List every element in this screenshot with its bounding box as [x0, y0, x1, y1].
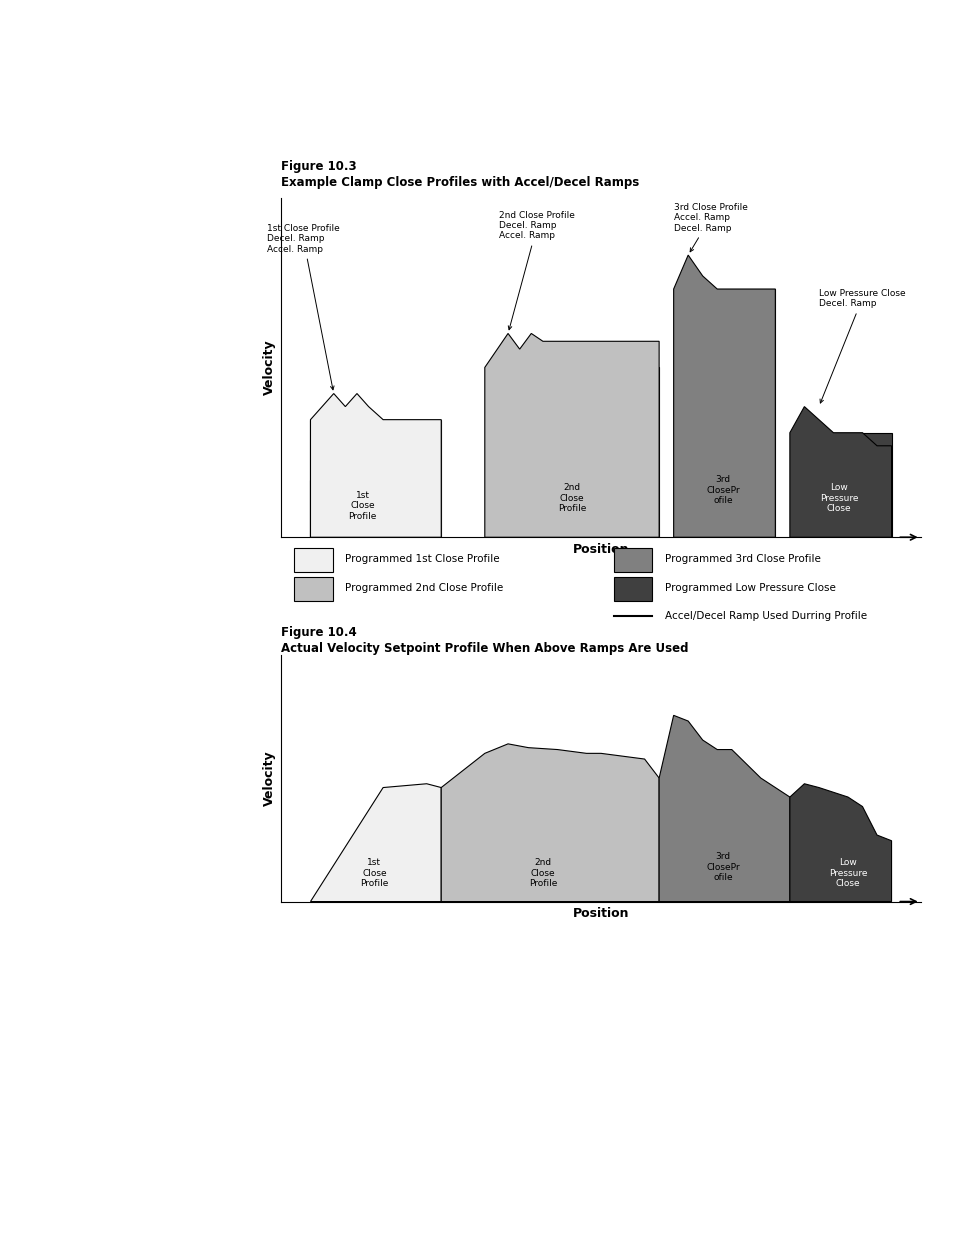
Text: Programmed 2nd Close Profile: Programmed 2nd Close Profile [345, 583, 503, 593]
Text: 3rd
ClosePr
ofile: 3rd ClosePr ofile [705, 852, 740, 882]
Bar [310, 479, 354, 537]
Y-axis label: Velocity: Velocity [263, 750, 275, 806]
Polygon shape [789, 784, 891, 902]
Polygon shape [659, 715, 789, 902]
Text: Tune Your Machine: Tune Your Machine [38, 54, 148, 68]
Text: 1st
Close
Profile: 1st Close Profile [348, 492, 376, 521]
Text: 1st Close Profile
Decel. Ramp
Accel. Ramp: 1st Close Profile Decel. Ramp Accel. Ram… [267, 224, 339, 390]
Text: Programmed Low Pressure Close: Programmed Low Pressure Close [664, 583, 835, 593]
Text: 2nd
Close
Profile: 2nd Close Profile [558, 483, 585, 513]
Text: Actual Velocity Setpoint Profile When Above Ramps Are Used: Actual Velocity Setpoint Profile When Ab… [281, 642, 688, 655]
Text: Low
Pressure
Close: Low Pressure Close [828, 858, 866, 888]
Bar [294, 548, 333, 572]
Text: 3rd
ClosePr
ofile: 3rd ClosePr ofile [705, 475, 740, 505]
Text: 2nd
Close
Profile: 2nd Close Profile [528, 858, 557, 888]
Text: Low Pressure Close
Decel. Ramp: Low Pressure Close Decel. Ramp [818, 289, 904, 403]
Text: 1st
Close
Profile: 1st Close Profile [360, 858, 388, 888]
Bar [310, 420, 440, 537]
Polygon shape [789, 406, 891, 537]
Bar [613, 548, 652, 572]
Text: Figure 10.3: Figure 10.3 [281, 161, 356, 173]
Polygon shape [673, 256, 775, 537]
Text: Programmed 1st Close Profile: Programmed 1st Close Profile [345, 555, 499, 564]
Bar [673, 289, 775, 537]
Bar [294, 578, 333, 601]
Text: Programmed 3rd Close Profile: Programmed 3rd Close Profile [664, 555, 820, 564]
Bar [484, 368, 659, 537]
X-axis label: Position: Position [572, 542, 629, 556]
Text: 2nd Close Profile
Decel. Ramp
Accel. Ramp: 2nd Close Profile Decel. Ramp Accel. Ram… [498, 211, 575, 330]
Text: Low
Pressure
Close: Low Pressure Close [820, 483, 858, 513]
Text: Chapter  10: Chapter 10 [38, 26, 125, 40]
Text: Accel/Decel Ramp Used Durring Profile: Accel/Decel Ramp Used Durring Profile [664, 611, 866, 621]
X-axis label: Position: Position [572, 906, 629, 920]
Y-axis label: Velocity: Velocity [263, 340, 275, 395]
Text: Figure 10.4: Figure 10.4 [281, 626, 356, 638]
Bar [613, 578, 652, 601]
Polygon shape [484, 333, 659, 537]
Bar [789, 432, 891, 537]
Polygon shape [440, 743, 659, 902]
Polygon shape [310, 394, 440, 537]
Text: 3rd Close Profile
Accel. Ramp
Decel. Ramp: 3rd Close Profile Accel. Ramp Decel. Ram… [673, 203, 747, 252]
Text: Example Clamp Close Profiles with Accel/Decel Ramps: Example Clamp Close Profiles with Accel/… [281, 177, 639, 189]
Polygon shape [310, 784, 440, 902]
